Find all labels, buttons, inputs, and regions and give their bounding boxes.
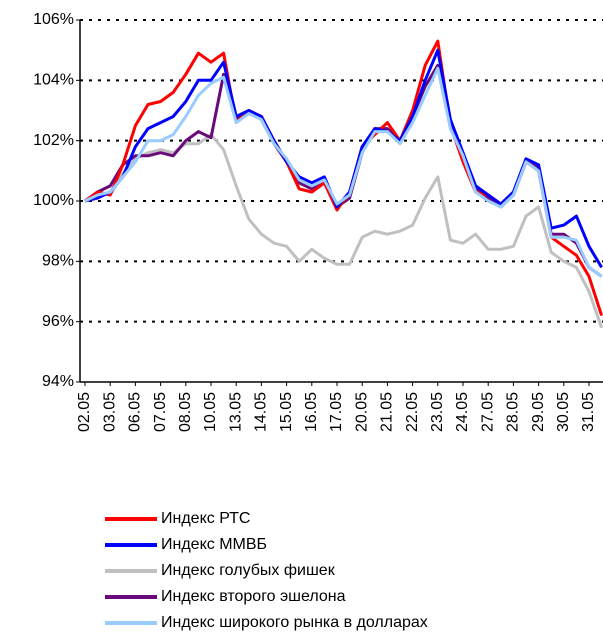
x-tick-label: 06.05	[127, 392, 144, 432]
y-tick-label: 94%	[42, 373, 74, 390]
x-tick-label: 15.05	[278, 392, 295, 432]
y-tick-label: 98%	[42, 253, 74, 270]
y-tick-label: 102%	[33, 132, 74, 149]
legend-label: Индекс ММВБ	[161, 536, 267, 553]
x-tick-label: 03.05	[101, 392, 118, 432]
y-tick-label: 104%	[33, 72, 74, 89]
y-tick-label: 106%	[33, 11, 74, 28]
x-tick-label: 27.05	[479, 392, 496, 432]
x-tick-label: 10.05	[202, 392, 219, 432]
x-tick-label: 29.05	[530, 392, 547, 432]
x-tick-label: 16.05	[303, 392, 320, 432]
x-tick-label: 07.05	[152, 392, 169, 432]
legend-label: Индекс второго эшелона	[161, 588, 346, 605]
x-tick-label: 31.05	[580, 392, 597, 432]
legend-label: Индекс РТС	[161, 510, 250, 527]
x-tick-label: 08.05	[177, 392, 194, 432]
x-tick-label: 13.05	[227, 392, 244, 432]
x-tick-label: 14.05	[253, 392, 270, 432]
x-tick-label: 28.05	[505, 392, 522, 432]
series-line	[84, 48, 603, 269]
x-tick-label: 24.05	[454, 392, 471, 432]
legend-label: Индекс голубых фишек	[161, 562, 336, 579]
y-tick-label: 96%	[42, 313, 74, 330]
y-tick-label: 100%	[33, 192, 74, 209]
x-tick-label: 23.05	[429, 392, 446, 432]
x-tick-label: 22.05	[404, 392, 421, 432]
series-line	[84, 39, 603, 317]
x-tick-label: 17.05	[328, 392, 345, 432]
x-tick-label: 20.05	[353, 392, 370, 432]
legend-label: Индекс широкого рынка в долларах	[161, 614, 428, 631]
x-tick-label: 30.05	[555, 392, 572, 432]
series-line	[84, 66, 603, 278]
series-line	[84, 133, 603, 329]
x-tick-label: 02.05	[76, 392, 93, 432]
x-tick-label: 21.05	[379, 392, 396, 432]
